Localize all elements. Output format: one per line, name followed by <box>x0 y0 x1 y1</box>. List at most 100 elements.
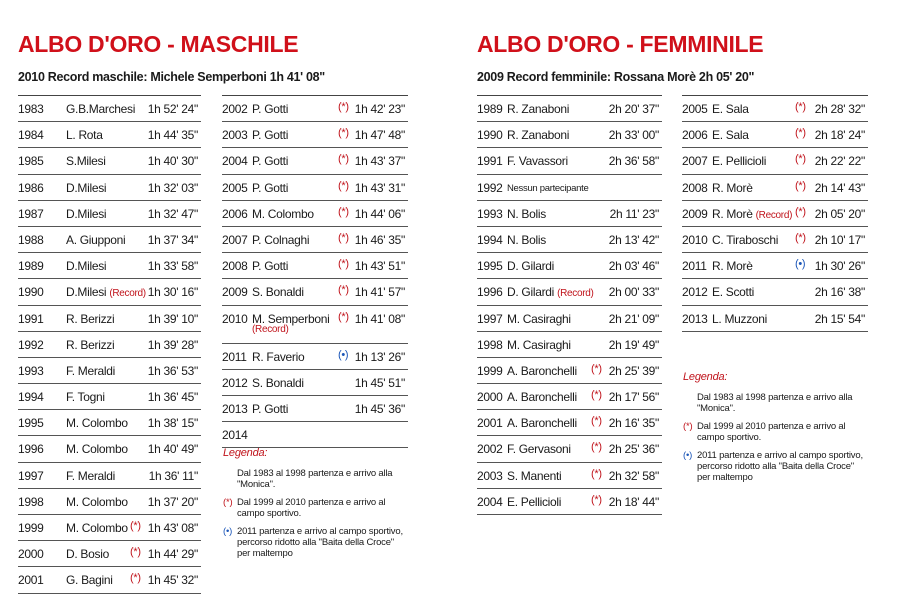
athlete-name: E. Pellicioli <box>712 154 766 168</box>
athlete-name: P. Colnaghi <box>252 233 310 247</box>
table-row: 2013 L. Muzzoni 2h 15' 54" <box>682 306 868 332</box>
table-row: 2000 A. Baronchelli (*) 2h 17' 56" <box>477 384 662 411</box>
athlete-name-text: D. Bosio <box>66 547 109 562</box>
asterisk-marker: (*) <box>130 520 141 532</box>
finish-time: 1h 44' 35" <box>147 128 199 143</box>
athlete-name: M. Colombo <box>252 207 314 221</box>
table-row: 1996 D. Gilardi (Record) 2h 00' 33" <box>477 279 662 306</box>
year-cell: 1998 <box>18 494 44 509</box>
athlete-name: M. Semperboni <box>252 311 330 326</box>
athlete-name: P. Gotti <box>252 181 288 195</box>
year-cell: 2013 <box>222 401 248 416</box>
athlete-name: R. Morè (Record) <box>712 207 792 221</box>
asterisk-marker: (*) <box>338 127 349 140</box>
table-row: 2008 R. Morè (*) 2h 14' 43" <box>682 175 868 201</box>
athlete-name-text: A. Baronchelli <box>507 363 577 378</box>
athlete-name-text: N. Bolis <box>507 232 546 247</box>
table-row: 1992 R. Berizzi 1h 39' 28" <box>18 332 201 358</box>
asterisk-marker: (*) <box>795 101 806 113</box>
table-row: 2011 R. Morè (•) 1h 30' 26" <box>682 253 868 280</box>
athlete-name-text: P. Gotti <box>252 102 289 116</box>
year-cell: 2002 <box>222 102 248 116</box>
year-cell: 2005 <box>222 180 248 195</box>
legend-text: Dal 1999 al 2010 partenza e arrivo al ca… <box>237 497 386 519</box>
athlete-name: F. Meraldi <box>66 364 115 378</box>
athlete-name: R. Morè <box>712 259 753 273</box>
athlete-name-text: D.Milesi <box>66 285 107 300</box>
table-row: 2000 D. Bosio (*) 1h 44' 29" <box>18 541 201 568</box>
finish-time: 1h 40' 49" <box>147 442 199 457</box>
year-cell: 1998 <box>477 337 503 352</box>
athlete-name: R. Zanaboni <box>507 128 569 142</box>
athlete-name-text: N. Bolis <box>507 206 546 221</box>
finish-time: 1h 47' 48" <box>354 128 406 143</box>
year-cell: 2004 <box>222 154 248 169</box>
table-row: 1997 F. Meraldi 1h 36' 11" <box>18 463 201 489</box>
athlete-name: R. Berizzi <box>66 338 115 352</box>
table-row: 1999 A. Baronchelli (*) 2h 25' 39" <box>477 358 662 385</box>
year-cell: 1989 <box>18 259 44 274</box>
athlete-name-text: D.Milesi <box>66 180 107 195</box>
athlete-name: P. Gotti <box>252 154 288 168</box>
year-cell: 1996 <box>18 442 44 457</box>
finish-time: 1h 43' 37" <box>354 154 406 169</box>
year-cell: 2006 <box>222 206 248 221</box>
female-title: ALBO D'ORO - FEMMINILE <box>477 31 764 57</box>
athlete-name: D. Gilardi <box>507 259 554 273</box>
asterisk-marker: (*) <box>591 467 602 480</box>
year-cell: 1983 <box>18 102 44 116</box>
athlete-name: E. Pellicioli <box>507 495 561 509</box>
finish-time: 2h 10' 17" <box>814 232 866 247</box>
finish-time: 1h 32' 03" <box>147 180 199 195</box>
year-cell: 1986 <box>18 180 44 195</box>
athlete-name-text: S.Milesi <box>66 154 106 169</box>
year-cell: 1996 <box>477 285 503 300</box>
athlete-name-text: S. Bonaldi <box>252 285 304 300</box>
athlete-name-text: M. Colombo <box>66 442 128 457</box>
finish-time: 2h 16' 38" <box>814 285 866 300</box>
finish-time: 2h 25' 36" <box>608 442 660 457</box>
year-cell: 2012 <box>222 375 248 390</box>
athlete-name: M. Casiraghi <box>507 312 571 326</box>
athlete-name-text: A. Baronchelli <box>507 416 577 431</box>
asterisk-marker: (*) <box>338 101 349 113</box>
finish-time: 1h 36' 53" <box>147 363 199 378</box>
male-title: ALBO D'ORO - MASCHILE <box>18 31 299 57</box>
finish-time: 1h 45' 36" <box>354 401 406 416</box>
finish-time: 2h 28' 32" <box>814 102 866 116</box>
year-cell: 1992 <box>477 180 503 195</box>
athlete-name-text: M. Semperboni <box>252 311 330 326</box>
finish-time: 1h 39' 10" <box>147 311 199 326</box>
year-cell: 2012 <box>682 285 708 300</box>
athlete-name: D. Bosio <box>66 547 109 561</box>
legend-text: Dal 1983 al 1998 partenza e arrivo alla … <box>697 392 853 414</box>
year-cell: 1999 <box>18 521 44 535</box>
athlete-name: D. Gilardi (Record) <box>507 285 594 299</box>
table-row: 2004 P. Gotti (*) 1h 43' 37" <box>222 148 408 175</box>
table-row: 1995 D. Gilardi 2h 03' 46" <box>477 253 662 280</box>
asterisk-marker: (*) <box>338 231 349 244</box>
asterisk-marker: (*) <box>591 493 602 506</box>
athlete-name: P. Gotti <box>252 259 288 273</box>
table-row: 1993 F. Meraldi 1h 36' 53" <box>18 358 201 385</box>
athlete-name-text: C. Tiraboschi <box>712 232 779 247</box>
finish-time: 1h 32' 47" <box>147 206 199 221</box>
athlete-name-text: M. Colombo <box>66 494 128 509</box>
athlete-name: Nessun partecipante <box>507 183 589 194</box>
finish-time: 1h 52' 24" <box>147 102 199 116</box>
athlete-name-text: E. Scotti <box>712 285 754 300</box>
athlete-name: A. Giupponi <box>66 233 126 247</box>
athlete-name: P. Gotti <box>252 102 288 116</box>
athlete-name-text: F. Meraldi <box>66 468 116 483</box>
table-row: 1993 N. Bolis 2h 11' 23" <box>477 201 662 227</box>
finish-time: 1h 44' 29" <box>147 547 199 562</box>
athlete-name: E. Scotti <box>712 285 754 299</box>
table-row: 2005 P. Gotti (*) 1h 43' 31" <box>222 175 408 201</box>
athlete-name: S. Bonaldi <box>252 285 304 299</box>
table-row: 1997 M. Casiraghi 2h 21' 09" <box>477 306 662 332</box>
finish-time: 1h 46' 35" <box>354 232 406 247</box>
finish-time: 1h 40' 30" <box>147 154 199 169</box>
finish-time: 2h 18' 24" <box>814 128 866 143</box>
year-cell: 2001 <box>18 573 44 588</box>
legend-text: 2011 partenza e arrivo al campo sportivo… <box>237 526 403 559</box>
